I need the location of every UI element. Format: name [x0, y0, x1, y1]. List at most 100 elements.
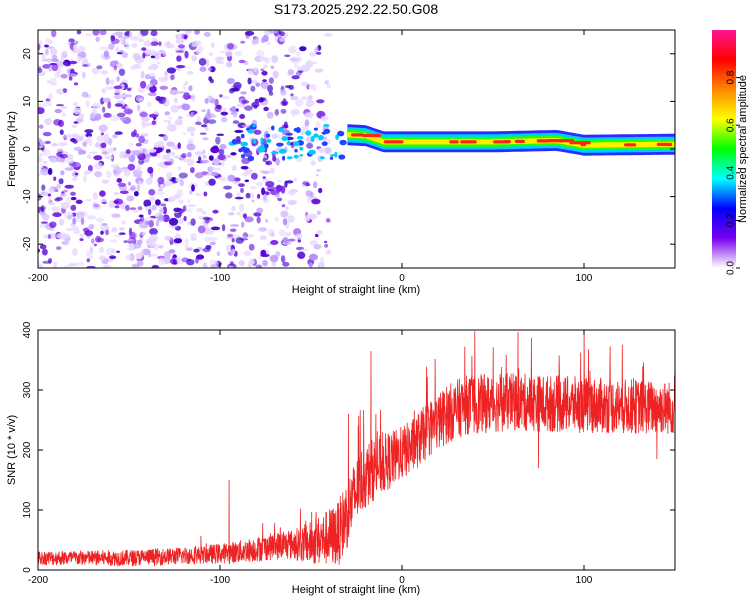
spectrogram-noise-blob [263, 106, 269, 112]
spectrogram-noise-blob [240, 40, 246, 44]
spectrogram-hot-spot [329, 156, 334, 160]
spectrogram-noise-blob [195, 121, 202, 126]
spectrogram-noise-blob [162, 206, 167, 215]
spectrogram-hot-spot [245, 128, 251, 131]
spectrogram-noise-blob [155, 199, 161, 206]
spectrogram-hot-spot [286, 156, 293, 160]
spectrogram-noise-blob [280, 255, 286, 263]
spectrogram-noise-blob [70, 191, 76, 196]
spectrogram-noise-blob [271, 133, 278, 140]
spectrogram-noise-blob [277, 185, 283, 192]
spectrogram-noise-blob [125, 42, 130, 50]
spectrogram-noise-blob [294, 233, 303, 239]
spectrogram-noise-blob [113, 200, 119, 204]
chart-title: S173.2025.292.22.50.G08 [274, 1, 438, 17]
colorbar-tick-label: 0.4 [726, 165, 737, 179]
spectrogram-noise-blob [187, 151, 192, 158]
spectrogram-hot-spot [270, 151, 279, 155]
spectrogram-noise-blob [128, 243, 136, 250]
spectrogram-noise-blob [207, 119, 217, 124]
spectrogram-noise-blob [62, 88, 68, 93]
spectrogram-noise-blob [166, 171, 173, 180]
spectrogram-noise-blob [73, 44, 77, 52]
spectrogram-noise-blob [175, 50, 184, 53]
spectrogram-noise-blob [148, 189, 156, 196]
spectrogram-noise-blob [197, 46, 204, 52]
spectrogram-band-peak [503, 140, 511, 144]
colorbar-ticks: 0.0 0.2 0.4 0.6 0.8 [726, 70, 740, 275]
spectrogram-noise-blob [242, 213, 247, 219]
spectrogram-noise-blob [241, 221, 245, 228]
spectrogram-noise-blob [220, 111, 228, 116]
spectrogram-noise-blob [105, 170, 112, 179]
spectrogram-noise-blob [238, 183, 245, 188]
spectrogram-noise-blob [111, 213, 121, 218]
spectrogram-noise-blob [102, 97, 112, 103]
spectrogram-noise-blob [156, 152, 161, 159]
spectrogram-noise-blob [70, 138, 77, 142]
spectrogram-noise-blob [195, 192, 202, 197]
spectrogram-noise-blob [54, 108, 63, 114]
spectrogram-noise-blob [247, 262, 252, 268]
spectrogram-noise-blob [238, 59, 246, 64]
spectrogram-noise-blob [129, 31, 133, 40]
spectrogram-hot-spot [299, 146, 304, 151]
spectrogram-noise-blob [227, 154, 232, 158]
spectrogram-noise-blob [71, 133, 80, 138]
spectrogram-noise-blob [226, 77, 235, 85]
spectrogram-hot-spot [240, 133, 245, 139]
spectrogram-noise-blob [155, 219, 160, 227]
spectrogram-noise-blob [87, 165, 93, 172]
spectrogram-noise-blob [284, 180, 288, 188]
spectrogram-noise-blob [151, 264, 160, 268]
spectrogram-noise-blob [205, 245, 212, 250]
spectrogram-noise-blob [301, 125, 309, 132]
snr-frame [37, 329, 676, 571]
spectrogram-noise-blob [258, 56, 267, 62]
spectrogram-noise-blob [92, 30, 100, 36]
spectrogram-hot-spot [279, 148, 287, 154]
spectrogram-noise-blob [158, 49, 165, 54]
spectrogram-noise-blob [109, 239, 118, 243]
spectrogram-noise-blob [42, 131, 52, 137]
spectrogram-noise-blob [236, 191, 241, 197]
spectrogram-noise-blob [148, 208, 152, 216]
colorbar-gradient [712, 30, 736, 268]
spectrogram-noise-blob [48, 93, 53, 101]
spectrogram-noise-blob [63, 62, 69, 66]
spectrogram-noise-blob [271, 30, 279, 34]
spectrogram-noise-blob [93, 203, 100, 208]
spectrogram-noise-blob [196, 116, 202, 123]
spectrogram-noise-blob [119, 190, 129, 194]
spectrogram-noise-blob [194, 151, 204, 156]
spectrogram-noise-blob [82, 71, 86, 79]
spectrogram-noise-blob [102, 106, 106, 113]
spectrogram-noise-blob [162, 257, 172, 264]
spectrogram-noise-blob [147, 166, 154, 174]
spectrogram-noise-blob [193, 248, 200, 253]
spectrogram-noise-blob [202, 149, 206, 154]
spectrogram-noise-blob [207, 95, 214, 101]
spectrogram-noise-blob [208, 166, 215, 171]
spectrogram-x-tick-label: 100 [576, 273, 593, 284]
spectrogram-noise-blob [278, 229, 286, 237]
spectrogram-y-ticks: -20 -10 0 10 20 [22, 48, 675, 251]
spectrogram-noise-blob [181, 103, 191, 111]
spectrogram-noise-blob [240, 165, 249, 170]
spectrogram-noise-blob [208, 236, 218, 242]
spectrogram-noise-blob [89, 151, 98, 155]
spectrogram-noise-blob [96, 65, 103, 70]
spectrogram-noise-blob [225, 61, 233, 68]
spectrogram-noise-blob [140, 80, 147, 89]
spectrogram-noise-blob [190, 233, 197, 241]
spectrogram-noise-blob [52, 142, 57, 147]
spectrogram-noise-blob [50, 47, 58, 56]
spectrogram-hot-spot [294, 148, 298, 153]
spectrogram-noise-blob [282, 218, 288, 226]
spectrogram-noise-blob [115, 63, 124, 69]
spectrogram-noise-blob [86, 215, 97, 220]
spectrogram-band-peak [449, 140, 459, 144]
spectrogram-noise-blob [209, 241, 216, 246]
spectrogram-hot-spot [323, 124, 330, 127]
